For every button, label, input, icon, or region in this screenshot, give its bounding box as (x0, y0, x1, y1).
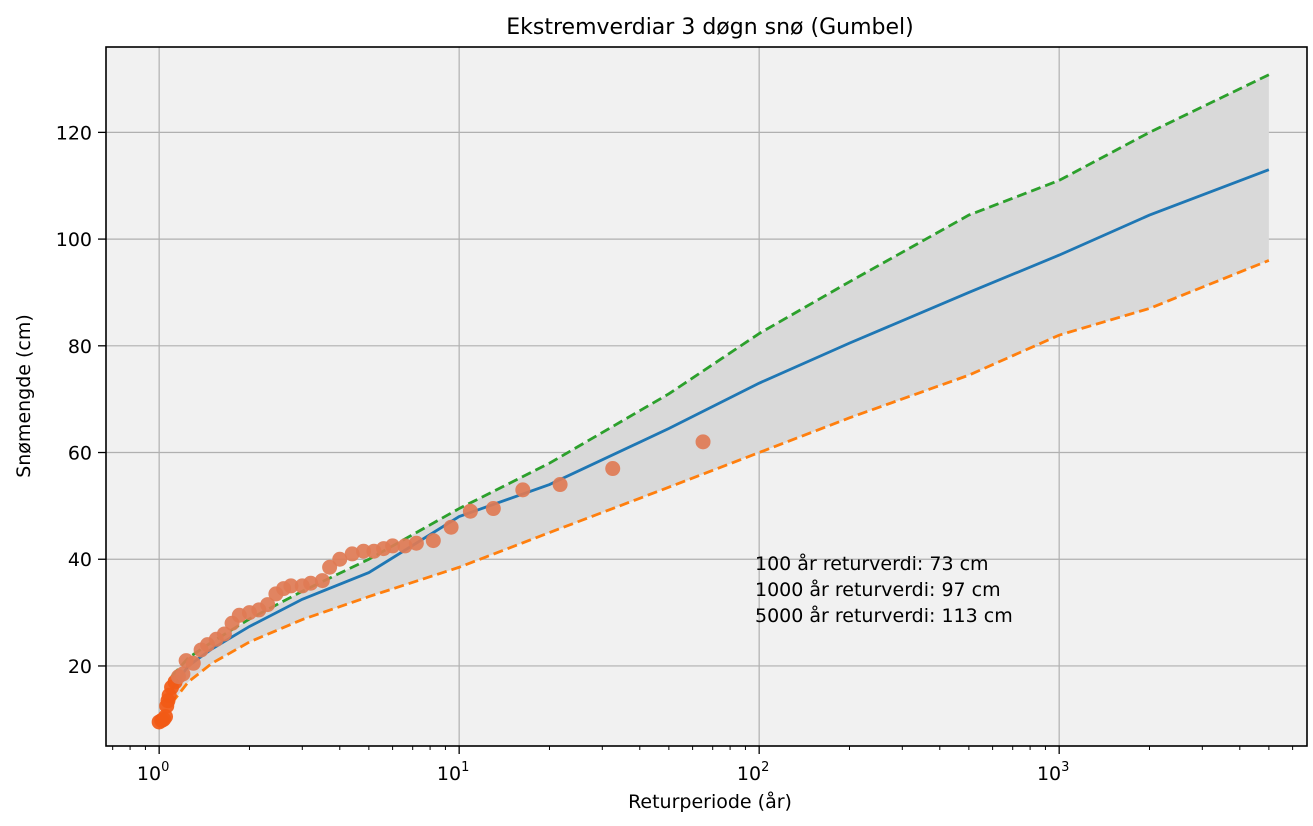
data-point (552, 477, 568, 493)
data-point (515, 482, 531, 498)
data-point (260, 597, 276, 613)
data-point (462, 503, 478, 519)
data-point (408, 535, 424, 551)
lower-bound-line (170, 259, 1270, 705)
data-point (397, 538, 413, 554)
data-point (485, 501, 501, 517)
y-tick-label: 120 (56, 122, 92, 144)
data-point (425, 533, 441, 549)
y-tick-label: 100 (56, 229, 92, 251)
data-point (185, 655, 201, 671)
x-tick-label: 101 (437, 760, 469, 785)
data-point (443, 519, 459, 535)
annotation-5000-year: 5000 år returverdi: 113 cm (755, 604, 1013, 627)
x-tick-label: 102 (737, 760, 769, 785)
data-point (314, 573, 330, 589)
annotation-1000-year: 1000 år returverdi: 97 cm (755, 578, 1001, 601)
y-tick-label: 40 (68, 549, 92, 571)
y-tick-label: 80 (68, 336, 92, 358)
x-axis-ticks: 100 101 102 103 (112, 746, 1294, 785)
chart-title: Ekstremverdiar 3 døgn snø (Gumbel) (506, 15, 913, 40)
x-axis-label: Returperiode (år) (628, 790, 792, 813)
data-point (283, 578, 299, 594)
y-axis-ticks: 20 40 60 80 100 120 (56, 122, 106, 678)
y-tick-label: 60 (68, 443, 92, 465)
data-point (695, 434, 711, 450)
data-point (175, 666, 191, 682)
y-tick-label: 20 (68, 656, 92, 678)
data-point (303, 575, 319, 591)
plot-frame (105, 46, 1308, 747)
observed-points (151, 434, 711, 730)
y-axis-label: Snømengde (cm) (13, 314, 35, 478)
data-point (332, 551, 348, 567)
data-point (356, 543, 372, 559)
data-point (216, 626, 232, 642)
data-point (385, 538, 401, 554)
data-point (322, 559, 338, 575)
data-point (605, 461, 621, 477)
data-point (344, 546, 360, 562)
x-tick-label: 103 (1037, 760, 1069, 785)
annotation-100-year: 100 år returverdi: 73 cm (755, 552, 989, 575)
x-tick-label: 100 (137, 760, 169, 785)
return-value-annotations: 100 år returverdi: 73 cm 1000 år returve… (755, 552, 1013, 627)
confidence-band (171, 74, 1269, 704)
